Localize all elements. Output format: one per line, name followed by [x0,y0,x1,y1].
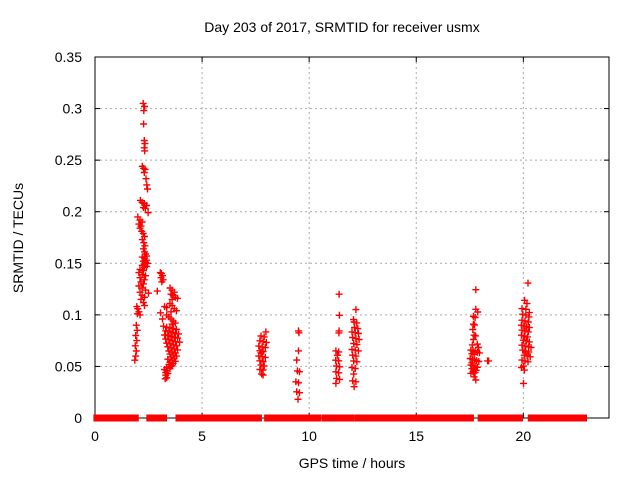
svg-text:15: 15 [408,428,424,444]
svg-text:0.05: 0.05 [55,358,82,374]
svg-text:0: 0 [74,410,82,426]
svg-text:0.35: 0.35 [55,49,82,65]
svg-text:0.3: 0.3 [63,101,83,117]
svg-text:0.1: 0.1 [63,307,83,323]
chart-title: Day 203 of 2017, SRMTID for receiver usm… [204,19,480,35]
svg-text:10: 10 [301,428,317,444]
data-points-layer [131,99,535,403]
grid-layer [95,57,609,418]
svg-text:0.2: 0.2 [63,204,83,220]
svg-text:20: 20 [516,428,532,444]
x-axis-label: GPS time / hours [298,455,406,471]
svg-text:0.15: 0.15 [55,255,82,271]
svg-text:0: 0 [91,428,99,444]
baseline-layer [93,414,588,422]
tick-labels-layer: 0 0.05 0.1 0.15 0.2 0.25 0.3 0.35 0 5 10 15 20 [55,49,532,444]
svg-text:5: 5 [198,428,206,444]
svg-text:0.25: 0.25 [55,152,82,168]
